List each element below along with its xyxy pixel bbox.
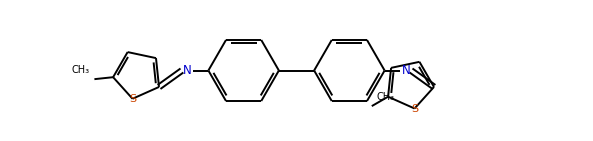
Text: CH₃: CH₃ — [72, 65, 90, 75]
Text: CH₃: CH₃ — [377, 92, 394, 102]
Text: S: S — [411, 103, 418, 114]
Text: S: S — [129, 94, 136, 104]
Text: N: N — [183, 64, 192, 77]
Text: N: N — [401, 64, 410, 77]
